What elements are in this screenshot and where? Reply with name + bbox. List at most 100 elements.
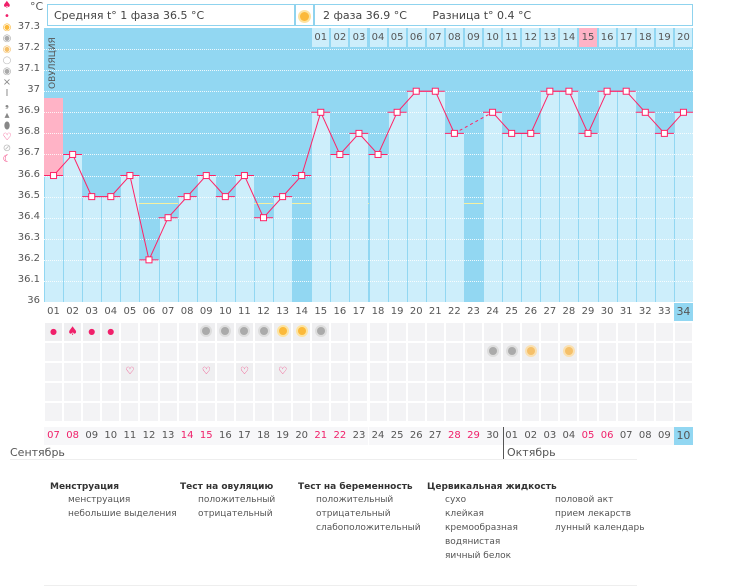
ovulation-test-negative-icon[interactable] [197, 323, 215, 341]
calendar-date: 20 [292, 427, 312, 445]
temperature-point[interactable] [489, 108, 497, 116]
temperature-point[interactable] [317, 108, 325, 116]
calendar-cell [121, 323, 139, 341]
ovulation-test-positive-icon[interactable] [274, 323, 292, 341]
legend-negative-icon: ◉ [2, 33, 12, 44]
temperature-point[interactable] [622, 87, 630, 95]
temperature-point[interactable] [660, 129, 668, 137]
temperature-point[interactable] [126, 172, 134, 180]
temperature-point[interactable] [641, 108, 649, 116]
calendar-cell [655, 383, 673, 401]
temperature-point[interactable] [298, 172, 306, 180]
temperature-point[interactable] [183, 193, 191, 201]
legend-item: лунный календарь [555, 523, 645, 533]
pregnancy-test-weak-icon[interactable] [503, 343, 521, 361]
heart-icon[interactable]: ♡ [197, 363, 215, 381]
menstruation-icon[interactable]: ● [45, 323, 63, 341]
temperature-bar [368, 154, 388, 302]
temperature-segment [434, 91, 455, 134]
ovulation-test-negative-icon[interactable] [235, 323, 253, 341]
temperature-point[interactable] [603, 87, 611, 95]
cycle-day-number: 17 [352, 306, 366, 317]
temperature-bar [330, 154, 350, 302]
temperature-point[interactable] [450, 129, 458, 137]
phase2-day-number: 14 [560, 28, 578, 47]
temperature-point[interactable] [565, 87, 573, 95]
calendar-cell [426, 343, 444, 361]
menstruation-icon[interactable]: ● [83, 323, 101, 341]
temperature-point[interactable] [431, 87, 439, 95]
temperature-point[interactable] [374, 150, 382, 158]
calendar-cell [636, 363, 654, 381]
temperature-point[interactable] [107, 193, 115, 201]
y-tick-label: 37.3 [17, 21, 40, 32]
temperature-segment [129, 175, 150, 260]
ovulation-test-negative-icon[interactable] [254, 323, 273, 341]
legend-item: менструация [68, 495, 131, 505]
temperature-point[interactable] [508, 129, 516, 137]
heart-icon[interactable]: ♡ [121, 363, 139, 381]
menstruation-icon[interactable]: ♠ [64, 323, 82, 341]
temperature-segment [320, 112, 341, 155]
heart-icon[interactable]: ♡ [274, 363, 292, 381]
pregnancy-test-positive-icon[interactable] [522, 343, 540, 361]
calendar-date: 21 [311, 427, 331, 445]
temperature-point[interactable] [260, 214, 268, 222]
calendar-cell [216, 403, 234, 421]
temperature-point[interactable] [88, 193, 96, 201]
legend-item: отрицательный [316, 509, 391, 519]
temperature-point[interactable] [527, 129, 535, 137]
calendar-cell [522, 363, 540, 381]
temperature-point[interactable] [279, 193, 287, 201]
temperature-point[interactable] [69, 150, 77, 158]
temperature-point[interactable] [221, 193, 229, 201]
calendar-date: 07 [44, 427, 64, 445]
temperature-point[interactable] [50, 172, 58, 180]
calendar-cell [274, 383, 292, 401]
ovulation-test-negative-icon[interactable] [216, 323, 234, 341]
temperature-bar [101, 196, 121, 302]
calendar-cell [331, 323, 349, 341]
temperature-point[interactable] [145, 256, 153, 264]
temperature-point[interactable] [164, 214, 172, 222]
calendar-cell [159, 403, 177, 421]
calendar-cell [369, 403, 387, 421]
y-tick-label: 36.9 [17, 105, 40, 117]
calendar-cell [83, 363, 101, 381]
heart-icon[interactable]: ♡ [235, 363, 253, 381]
gridline [44, 91, 693, 93]
temperature-point[interactable] [393, 108, 401, 116]
temperature-point[interactable] [355, 129, 363, 137]
calendar-cell [674, 363, 692, 381]
phase2-day-number: 11 [503, 28, 521, 47]
temperature-point[interactable] [336, 150, 344, 158]
calendar-cell [140, 343, 158, 361]
calendar-date: 28 [444, 427, 464, 445]
calendar-cell [503, 323, 521, 341]
temperature-point[interactable] [412, 87, 420, 95]
temperature-point[interactable] [679, 108, 687, 116]
y-tick-label: 36.2 [17, 252, 40, 264]
calendar-cell [407, 323, 425, 341]
phase2-day-number: 02 [331, 28, 349, 47]
calendar-cell [579, 323, 597, 341]
cycle-day-number: 33 [657, 306, 671, 317]
temperature-point[interactable] [584, 129, 592, 137]
y-tick-label: 36.1 [17, 273, 40, 285]
calendar-cell [636, 403, 654, 421]
calendar-cell [522, 403, 540, 421]
ovulation-test-positive-icon[interactable] [293, 323, 311, 341]
menstruation-icon[interactable]: ● [102, 323, 120, 341]
temperature-point[interactable] [546, 87, 554, 95]
pregnancy-test-weak-icon[interactable] [484, 343, 502, 361]
temperature-point[interactable] [202, 172, 210, 180]
calendar-cell [140, 363, 158, 381]
ovulation-test-negative-icon[interactable] [312, 323, 330, 341]
calendar-cell [216, 343, 234, 361]
calendar-cell [178, 383, 196, 401]
gridline [44, 196, 693, 198]
pregnancy-test-positive-icon[interactable] [560, 343, 578, 361]
cycle-day-number: 05 [123, 306, 137, 317]
temperature-point[interactable] [240, 172, 248, 180]
calendar-date: 24 [368, 427, 388, 445]
